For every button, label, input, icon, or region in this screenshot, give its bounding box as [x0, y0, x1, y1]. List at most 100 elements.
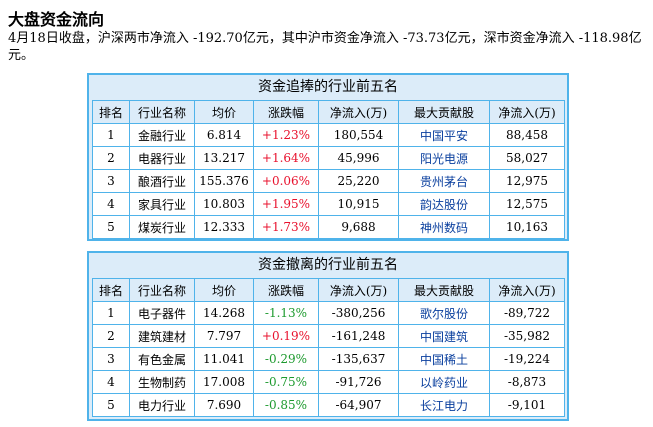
top-stock-link[interactable]: 以岭药业 — [398, 370, 490, 394]
table-row: 4 家具行业 10.803 +1.95% 10,915 韵达股份 12,575 — [92, 192, 565, 216]
industry-cell: 电力行业 — [129, 393, 195, 417]
top-stock-link[interactable]: 神州数码 — [398, 215, 490, 239]
net-inflow-cell: 10,915 — [318, 192, 399, 216]
net-inflow-cell: -380,256 — [318, 301, 399, 325]
table-row: 2 建筑建材 7.797 +0.19% -161,248 中国建筑 -35,982 — [92, 324, 565, 348]
top-stock-link[interactable]: 贵州茅台 — [398, 169, 490, 193]
change-cell: -0.75% — [253, 370, 319, 394]
avg-price-cell: 7.690 — [194, 393, 254, 417]
header-rank: 排名 — [92, 100, 130, 124]
net-inflow-cell: -161,248 — [318, 324, 399, 348]
avg-price-cell: 14.268 — [194, 301, 254, 325]
rank-cell: 4 — [92, 370, 130, 394]
page-title: 大盘资金流向 — [8, 10, 105, 29]
table-header-row: 排名 行业名称 均价 涨跌幅 净流入(万) 最大贡献股 净流入(万) — [92, 100, 565, 124]
stock-inflow-cell: -89,722 — [489, 301, 565, 325]
header-change: 涨跌幅 — [253, 100, 319, 124]
industry-cell: 金融行业 — [129, 123, 195, 147]
header-change: 涨跌幅 — [253, 278, 319, 302]
industry-cell: 家具行业 — [129, 192, 195, 216]
market-summary: 4月18日收盘，沪深两市净流入 -192.70亿元，其中沪市资金净流入 -73.… — [8, 31, 642, 63]
rank-cell: 3 — [92, 347, 130, 371]
rank-cell: 3 — [92, 169, 130, 193]
industry-cell: 酿酒行业 — [129, 169, 195, 193]
top-stock-link[interactable]: 中国稀土 — [398, 347, 490, 371]
avg-price-cell: 155.376 — [194, 169, 254, 193]
stock-inflow-cell: 12,575 — [489, 192, 565, 216]
table-row: 2 电器行业 13.217 +1.64% 45,996 阳光电源 58,027 — [92, 146, 565, 170]
stock-inflow-cell: 58,027 — [489, 146, 565, 170]
rank-cell: 2 — [92, 146, 130, 170]
stock-inflow-cell: 10,163 — [489, 215, 565, 239]
table-row: 1 电子器件 14.268 -1.13% -380,256 歌尔股份 -89,722 — [92, 301, 565, 325]
table-row: 4 生物制药 17.008 -0.75% -91,726 以岭药业 -8,873 — [92, 370, 565, 394]
net-inflow-cell: 180,554 — [318, 123, 399, 147]
header-rank: 排名 — [92, 278, 130, 302]
stock-inflow-cell: -8,873 — [489, 370, 565, 394]
industry-cell: 煤炭行业 — [129, 215, 195, 239]
top-stock-link[interactable]: 长江电力 — [398, 393, 490, 417]
table-row: 5 煤炭行业 12.333 +1.73% 9,688 神州数码 10,163 — [92, 215, 565, 239]
avg-price-cell: 6.814 — [194, 123, 254, 147]
header-stock-inflow: 净流入(万) — [489, 100, 565, 124]
inflow-table: 排名 行业名称 均价 涨跌幅 净流入(万) 最大贡献股 净流入(万) 1 金融行业… — [92, 100, 565, 239]
stock-inflow-cell: -19,224 — [489, 347, 565, 371]
header-top-stock: 最大贡献股 — [398, 100, 490, 124]
industry-cell: 电器行业 — [129, 146, 195, 170]
table-row: 5 电力行业 7.690 -0.85% -64,907 长江电力 -9,101 — [92, 393, 565, 417]
avg-price-cell: 10.803 — [194, 192, 254, 216]
rank-cell: 5 — [92, 215, 130, 239]
stock-inflow-cell: -35,982 — [489, 324, 565, 348]
outflow-panel: 资金撤离的行业前五名 排名 行业名称 均价 涨跌幅 净流入(万) 最大贡献股 净… — [87, 251, 569, 421]
top-stock-link[interactable]: 中国平安 — [398, 123, 490, 147]
header-industry: 行业名称 — [129, 278, 195, 302]
industry-cell: 电子器件 — [129, 301, 195, 325]
header-net-inflow: 净流入(万) — [318, 278, 399, 302]
top-stock-link[interactable]: 歌尔股份 — [398, 301, 490, 325]
change-cell: +1.95% — [253, 192, 319, 216]
avg-price-cell: 11.041 — [194, 347, 254, 371]
stock-inflow-cell: 12,975 — [489, 169, 565, 193]
header-avg-price: 均价 — [194, 278, 254, 302]
net-inflow-cell: -135,637 — [318, 347, 399, 371]
rank-cell: 4 — [92, 192, 130, 216]
header-top-stock: 最大贡献股 — [398, 278, 490, 302]
header-avg-price: 均价 — [194, 100, 254, 124]
rank-cell: 2 — [92, 324, 130, 348]
table-row: 1 金融行业 6.814 +1.23% 180,554 中国平安 88,458 — [92, 123, 565, 147]
header-industry: 行业名称 — [129, 100, 195, 124]
outflow-table: 排名 行业名称 均价 涨跌幅 净流入(万) 最大贡献股 净流入(万) 1 电子器件… — [92, 278, 565, 417]
industry-cell: 建筑建材 — [129, 324, 195, 348]
change-cell: +1.73% — [253, 215, 319, 239]
net-inflow-cell: 45,996 — [318, 146, 399, 170]
rank-cell: 5 — [92, 393, 130, 417]
change-cell: -1.13% — [253, 301, 319, 325]
avg-price-cell: 17.008 — [194, 370, 254, 394]
stock-inflow-cell: -9,101 — [489, 393, 565, 417]
table-header-row: 排名 行业名称 均价 涨跌幅 净流入(万) 最大贡献股 净流入(万) — [92, 278, 565, 302]
inflow-panel: 资金追捧的行业前五名 排名 行业名称 均价 涨跌幅 净流入(万) 最大贡献股 净… — [87, 73, 569, 241]
change-cell: -0.85% — [253, 393, 319, 417]
net-inflow-cell: -64,907 — [318, 393, 399, 417]
top-stock-link[interactable]: 阳光电源 — [398, 146, 490, 170]
table-row: 3 酿酒行业 155.376 +0.06% 25,220 贵州茅台 12,975 — [92, 169, 565, 193]
table-row: 3 有色金属 11.041 -0.29% -135,637 中国稀土 -19,224 — [92, 347, 565, 371]
rank-cell: 1 — [92, 123, 130, 147]
net-inflow-cell: -91,726 — [318, 370, 399, 394]
net-inflow-cell: 9,688 — [318, 215, 399, 239]
stock-inflow-cell: 88,458 — [489, 123, 565, 147]
change-cell: -0.29% — [253, 347, 319, 371]
change-cell: +0.19% — [253, 324, 319, 348]
rank-cell: 1 — [92, 301, 130, 325]
header-net-inflow: 净流入(万) — [318, 100, 399, 124]
avg-price-cell: 13.217 — [194, 146, 254, 170]
top-stock-link[interactable]: 中国建筑 — [398, 324, 490, 348]
change-cell: +0.06% — [253, 169, 319, 193]
top-stock-link[interactable]: 韵达股份 — [398, 192, 490, 216]
header-stock-inflow: 净流入(万) — [489, 278, 565, 302]
change-cell: +1.64% — [253, 146, 319, 170]
net-inflow-cell: 25,220 — [318, 169, 399, 193]
industry-cell: 有色金属 — [129, 347, 195, 371]
inflow-table-title: 资金追捧的行业前五名 — [258, 79, 398, 95]
